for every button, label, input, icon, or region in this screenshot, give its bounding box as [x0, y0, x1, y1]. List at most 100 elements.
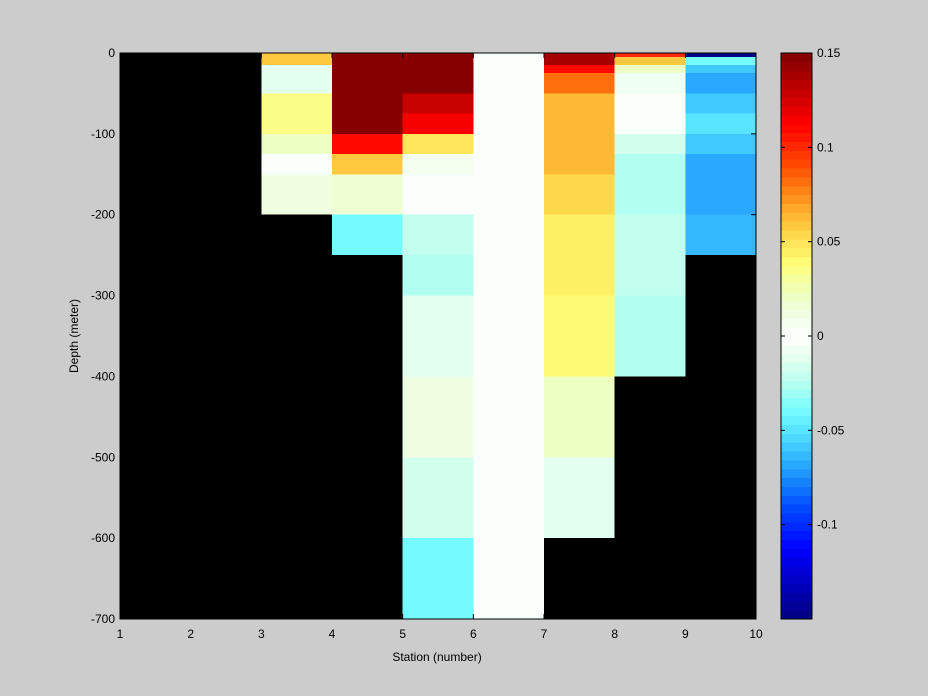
heatmap-cell	[473, 53, 544, 619]
y-tick-label: -300	[91, 289, 115, 303]
heatmap-cell	[402, 255, 474, 296]
y-tick-label: 0	[108, 46, 115, 60]
heatmap-cell	[614, 57, 686, 66]
x-tick-label: 8	[611, 627, 618, 641]
colorbar-tick-label: 0.15	[817, 46, 841, 60]
heatmap-cell	[332, 214, 403, 256]
y-tick-label: -100	[91, 127, 115, 141]
colorbar-segment	[781, 468, 812, 479]
axes: 1 2 3 4 5 6 7 8 9 10 0 -100 -200 -300 -400 -500 -600 -700	[91, 46, 763, 641]
colorbar-segment	[781, 238, 812, 249]
y-tick-label: -200	[91, 208, 115, 222]
heatmap-cell	[544, 93, 615, 175]
heatmap-cell	[402, 133, 474, 155]
colorbar-segment	[781, 557, 812, 567]
colorbar-segment	[781, 132, 812, 143]
colorbar-segment	[781, 265, 812, 275]
colorbar-segment	[781, 61, 812, 72]
heatmap-cell	[614, 154, 686, 215]
heatmap-cell	[544, 53, 615, 66]
colorbar-segment	[781, 194, 812, 204]
colorbar-segment	[781, 601, 812, 611]
colorbar-segment	[781, 309, 812, 319]
heatmap-cell	[614, 295, 686, 377]
colorbar-segment	[781, 539, 812, 549]
heatmap-cell	[544, 65, 615, 74]
heatmap-cell	[544, 73, 615, 94]
colorbar-segment	[781, 79, 812, 89]
heatmap-cell	[685, 65, 756, 74]
colorbar-segment	[781, 380, 812, 390]
heatmap-cell	[544, 214, 615, 296]
colorbar-segment	[781, 167, 812, 178]
heatmap-cells	[261, 53, 756, 619]
colorbar-tick-label: 0	[817, 329, 824, 343]
heatmap-cell	[402, 214, 474, 256]
x-tick-label: 10	[749, 627, 763, 641]
heatmap-cell	[261, 53, 332, 66]
heatmap-cell	[332, 154, 403, 175]
colorbar-segment	[781, 504, 812, 514]
colorbar-segment	[781, 512, 812, 523]
colorbar-segment	[781, 274, 812, 284]
colorbar-segment	[781, 212, 812, 222]
heatmap-cell	[402, 174, 474, 215]
colorbar-segment	[781, 592, 812, 602]
heatmap-cell	[614, 93, 686, 134]
heatmap-cell	[685, 53, 756, 58]
colorbar-segment	[781, 176, 812, 187]
heatmap-cell	[614, 65, 686, 74]
colorbar-tick-label: 0.05	[817, 235, 841, 249]
colorbar-segment	[781, 521, 812, 532]
heatmap-cell	[614, 53, 686, 58]
heatmap-cell	[614, 73, 686, 94]
colorbar-segment	[781, 415, 812, 426]
colorbar-segment	[781, 477, 812, 487]
heatmap-cell	[402, 53, 474, 94]
colorbar-segment	[781, 106, 812, 116]
heatmap-cell	[544, 376, 615, 458]
colorbar-segment	[781, 353, 812, 364]
colorbar-segment	[781, 397, 812, 408]
colorbar-segment	[781, 336, 812, 346]
heatmap-cell	[402, 113, 474, 134]
heatmap-cell	[544, 174, 615, 215]
colorbar-tick-label: -0.1	[817, 518, 838, 532]
colorbar-segment	[781, 150, 812, 160]
heatmap-cell	[402, 93, 474, 114]
colorbar-segment	[781, 185, 812, 196]
colorbar-segment	[781, 583, 812, 594]
colorbar-segment	[781, 610, 812, 620]
colorbar-segment	[781, 88, 812, 98]
heatmap-cell	[332, 53, 403, 134]
colorbar-segment	[781, 318, 812, 328]
x-tick-label: 7	[541, 627, 548, 641]
colorbar-segment	[781, 450, 812, 461]
colorbar-segment	[781, 574, 812, 585]
heatmap-cell	[685, 154, 756, 215]
y-tick-label: -700	[91, 612, 115, 626]
colorbar-segment	[781, 221, 812, 231]
colorbar-segment	[781, 565, 812, 576]
y-axis-label: Depth (meter)	[67, 299, 81, 373]
heatmap-cell	[614, 133, 686, 155]
colorbar-segment	[781, 389, 812, 399]
heatmap-cell	[332, 133, 403, 155]
heatmap-cell	[402, 538, 474, 619]
x-tick-label: 9	[682, 627, 689, 641]
x-tick-label: 5	[399, 627, 406, 641]
colorbar-segment	[781, 114, 812, 125]
colorbar-segment	[781, 459, 812, 470]
heatmap-cell	[402, 457, 474, 539]
colorbar-segment	[781, 247, 812, 258]
colorbar-segment	[781, 406, 812, 417]
heatmap-cell	[685, 113, 756, 134]
colorbar-segment	[781, 442, 812, 452]
colorbar-segment	[781, 486, 812, 496]
colorbar-segment	[781, 344, 812, 355]
colorbar-tick-label: -0.05	[817, 423, 845, 437]
x-axis-label: Station (number)	[392, 650, 481, 664]
colorbar-segment	[781, 229, 812, 240]
heatmap-cell	[261, 174, 332, 215]
